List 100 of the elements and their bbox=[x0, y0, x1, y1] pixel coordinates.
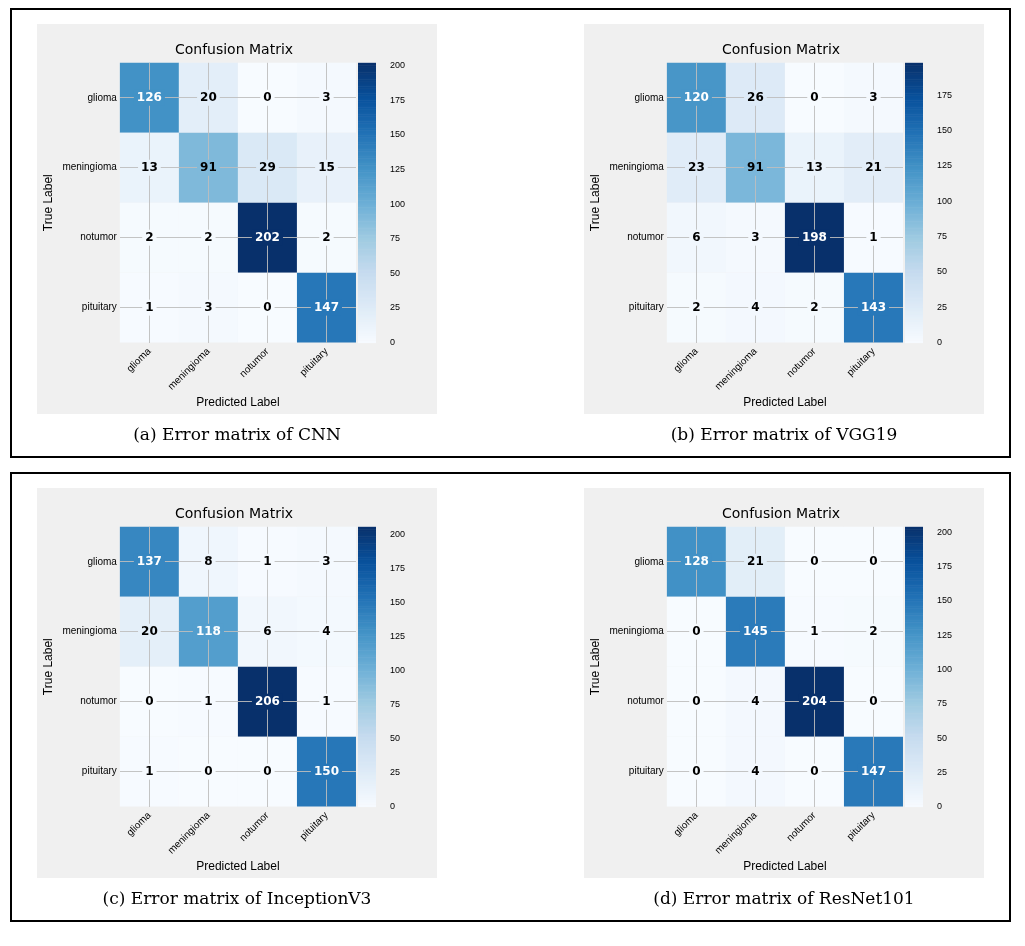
data-label: 3 bbox=[869, 89, 878, 104]
data-label: 128 bbox=[683, 553, 709, 568]
y-tick-label: notumor bbox=[627, 231, 665, 243]
color-bar-label: 100 bbox=[389, 198, 406, 209]
x-axis-title: Predicted Label bbox=[196, 395, 280, 410]
y-tick-label: pituitary bbox=[81, 301, 117, 313]
chart-title: Confusion Matrix bbox=[174, 505, 294, 522]
data-label: 147 bbox=[860, 763, 886, 778]
y-axis-title: True Label bbox=[40, 174, 55, 232]
data-label: 1 bbox=[204, 693, 213, 708]
text: (a) Error matrix of CNN bbox=[133, 424, 341, 444]
data-label: 4 bbox=[322, 623, 331, 638]
data-label: 202 bbox=[254, 229, 280, 244]
chart-title: Confusion Matrix bbox=[721, 41, 841, 58]
color-bar-label: 150 bbox=[389, 597, 406, 608]
color-bar-label: 125 bbox=[936, 160, 953, 171]
data-label: 3 bbox=[204, 299, 213, 314]
data-label: 2 bbox=[322, 229, 331, 244]
color-bar-label: 200 bbox=[936, 526, 953, 537]
color-bar-label: 175 bbox=[936, 89, 953, 100]
data-label: 91 bbox=[747, 159, 764, 174]
y-tick-label: glioma bbox=[87, 91, 118, 103]
data-label: 0 bbox=[810, 553, 819, 568]
color-bar-label: 75 bbox=[936, 231, 947, 242]
color-bar-label: 150 bbox=[936, 595, 953, 606]
color-bar-label: 125 bbox=[389, 631, 406, 642]
data-label: 137 bbox=[136, 553, 162, 568]
color-bar-label: 200 bbox=[389, 60, 406, 71]
x-axis-title: Predicted Label bbox=[196, 859, 280, 874]
data-label: 145 bbox=[742, 623, 768, 638]
y-axis-title: True Label bbox=[587, 174, 602, 232]
data-label: 4 bbox=[751, 299, 760, 314]
y-tick-label: notumor bbox=[627, 695, 665, 707]
data-label: 1 bbox=[145, 763, 154, 778]
data-label: 15 bbox=[318, 159, 335, 174]
data-label: 0 bbox=[869, 693, 878, 708]
y-tick-label: glioma bbox=[87, 555, 118, 567]
data-label: 150 bbox=[313, 763, 339, 778]
data-label: 0 bbox=[869, 553, 878, 568]
data-label: 0 bbox=[692, 693, 701, 708]
data-label: 6 bbox=[263, 623, 272, 638]
data-label: 118 bbox=[195, 623, 221, 638]
data-label: 13 bbox=[806, 159, 823, 174]
color-bar-label: 125 bbox=[389, 163, 406, 174]
data-label: 3 bbox=[322, 553, 331, 568]
color-bar-label: 25 bbox=[389, 767, 400, 778]
data-label: 0 bbox=[145, 693, 154, 708]
data-label: 2 bbox=[692, 299, 701, 314]
color-bar-label: 100 bbox=[389, 665, 406, 676]
y-tick-label: notumor bbox=[80, 695, 118, 707]
data-label: 0 bbox=[263, 763, 272, 778]
color-bar-label: 150 bbox=[389, 129, 406, 140]
data-label: 1 bbox=[869, 229, 878, 244]
data-label: 13 bbox=[141, 159, 158, 174]
data-label: 206 bbox=[254, 693, 280, 708]
data-label: 29 bbox=[259, 159, 276, 174]
y-tick-label: meningioma bbox=[609, 161, 665, 173]
data-label: 0 bbox=[692, 623, 701, 638]
color-bar-label: 175 bbox=[936, 561, 953, 572]
data-label: 0 bbox=[263, 299, 272, 314]
data-label: 2 bbox=[869, 623, 878, 638]
data-label: 1 bbox=[263, 553, 272, 568]
color-bar-label: 25 bbox=[936, 301, 947, 312]
color-bar-label: 150 bbox=[936, 125, 953, 136]
color-bar-label: 175 bbox=[389, 94, 406, 105]
x-axis-title: Predicted Label bbox=[743, 859, 827, 874]
data-label: 126 bbox=[136, 89, 162, 104]
color-bar-label: 50 bbox=[936, 266, 947, 277]
color-bar-label: 100 bbox=[936, 663, 953, 674]
data-label: 91 bbox=[200, 159, 217, 174]
data-label: 198 bbox=[801, 229, 827, 244]
data-label: 0 bbox=[204, 763, 213, 778]
y-tick-label: meningioma bbox=[609, 625, 665, 637]
color-bar-label: 25 bbox=[936, 766, 947, 777]
data-label: 2 bbox=[204, 229, 213, 244]
data-label: 0 bbox=[810, 763, 819, 778]
color-bar-label: 100 bbox=[936, 195, 953, 206]
color-bar-label: 75 bbox=[936, 698, 947, 709]
y-axis-title: True Label bbox=[40, 638, 55, 696]
color-bar-label: 125 bbox=[936, 629, 953, 640]
color-bar-label: 175 bbox=[389, 563, 406, 574]
chart-title: Confusion Matrix bbox=[721, 505, 841, 522]
data-label: 4 bbox=[751, 693, 760, 708]
data-label: 26 bbox=[747, 89, 764, 104]
color-bar-label: 75 bbox=[389, 233, 400, 244]
y-tick-label: pituitary bbox=[81, 765, 117, 777]
data-label: 6 bbox=[692, 229, 701, 244]
data-label: 1 bbox=[810, 623, 819, 638]
data-label: 120 bbox=[683, 89, 709, 104]
color-bar-label: 50 bbox=[389, 267, 400, 278]
data-label: 3 bbox=[751, 229, 760, 244]
color-bar-label: 0 bbox=[389, 801, 395, 812]
data-label: 204 bbox=[801, 693, 827, 708]
data-label: 0 bbox=[810, 89, 819, 104]
data-label: 0 bbox=[263, 89, 272, 104]
data-label: 1 bbox=[322, 693, 331, 708]
color-bar-label: 50 bbox=[936, 732, 947, 743]
data-label: 20 bbox=[141, 623, 158, 638]
color-bar-label: 75 bbox=[389, 699, 400, 710]
data-label: 20 bbox=[200, 89, 217, 104]
